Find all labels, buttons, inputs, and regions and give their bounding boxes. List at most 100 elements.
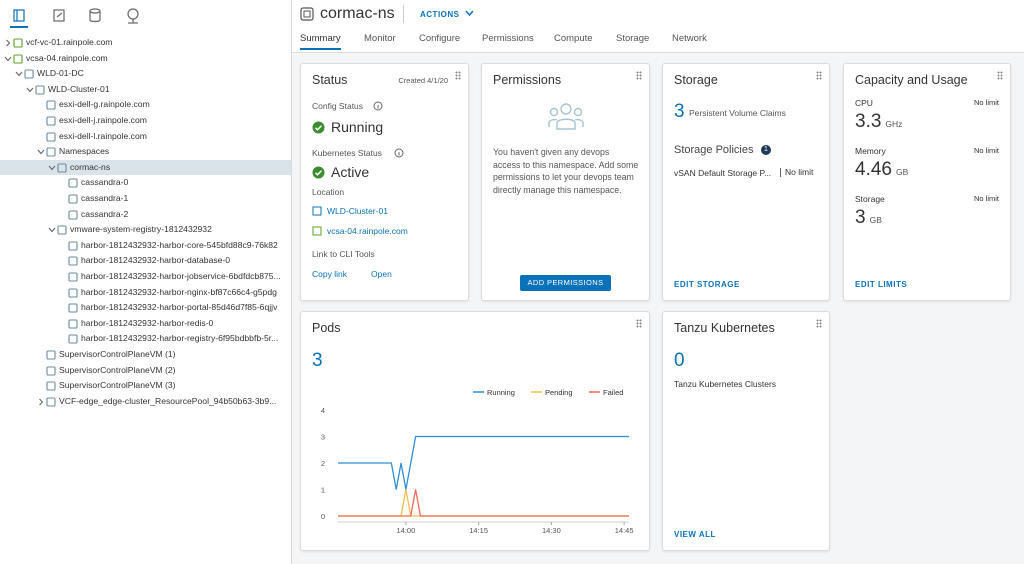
add-permissions-button[interactable]: ADD PERMISSIONS [520,275,611,291]
view-all[interactable]: VIEW ALL [674,530,716,539]
expander[interactable] [48,164,56,172]
tree-row[interactable]: SupervisorControlPlaneVM (1) [0,347,291,363]
tree-label[interactable]: vmware-system-registry-1812432932 [70,224,212,235]
tree-row[interactable]: vcsa-04.rainpole.com [0,51,291,67]
tree-label[interactable]: harbor-1812432932-harbor-database-0 [81,255,231,266]
node-icon [13,54,23,64]
tree-label[interactable]: cormac-ns [70,161,111,172]
expander[interactable] [4,55,12,63]
copy-link[interactable]: Copy link [312,269,347,279]
series-line [338,489,629,517]
drag-handle[interactable] [455,71,461,80]
tree-label[interactable]: harbor-1812432932-harbor-redis-0 [81,317,214,328]
tree-row[interactable]: esxi-dell-l.rainpole.com [0,129,291,145]
tree-label[interactable]: esxi-dell-j.rainpole.com [59,115,147,125]
vms-icon[interactable] [53,9,65,22]
pvc-count[interactable]: 3 [674,101,685,122]
tree-row[interactable]: harbor-1812432932-harbor-redis-0 [0,316,291,332]
tree-row[interactable]: vcf-vc-01.rainpole.com [0,35,291,51]
tree-label[interactable]: harbor-1812432932-harbor-jobservice-6bdf… [81,271,281,281]
expander[interactable] [26,86,34,94]
tree-row[interactable]: harbor-1812432932-harbor-portal-85d46d7f… [0,300,291,316]
open-link[interactable]: Open [371,269,392,279]
tree-label[interactable]: cassandra-1 [81,193,129,203]
tree-label[interactable]: SupervisorControlPlaneVM (2) [59,364,176,375]
tree-label[interactable]: harbor-1812432932-harbor-portal-85d46d7f… [81,302,278,313]
tree-label[interactable]: harbor-1812432932-harbor-core-545bfd88c9… [81,239,278,250]
expander[interactable] [37,148,45,156]
tree-label[interactable]: cassandra-0 [81,177,129,188]
expander[interactable] [37,398,45,406]
location-label: Location [312,187,345,197]
tree-label[interactable]: WLD-01-DC [37,68,84,79]
icon-shape [46,100,56,110]
tree-label[interactable]: esxi-dell-g.rainpole.com [59,99,150,110]
tree-label[interactable]: SupervisorControlPlaneVM (3) [59,380,176,391]
tree-row[interactable]: harbor-1812432932-harbor-jobservice-6bdf… [0,269,291,285]
tab[interactable]: Compute [554,33,593,44]
tree-row[interactable]: cormac-ns [0,159,291,176]
network-icon[interactable] [127,8,139,24]
tree-row[interactable]: SupervisorControlPlaneVM (3) [0,378,291,394]
tree-row[interactable]: harbor-1812432932-harbor-registry-6f95bd… [0,331,291,347]
config-status-label: Config Status [312,101,364,111]
tree-row[interactable]: VCF-edge_edge-cluster_ResourcePool_94b50… [0,394,291,410]
tab[interactable]: Configure [419,33,461,44]
tree-row[interactable]: harbor-1812432932-harbor-database-0 [0,253,291,269]
node-icon [46,100,56,110]
tab[interactable]: Permissions [482,33,534,44]
tree-label[interactable]: vcsa-04.rainpole.com [26,52,108,63]
tree-row[interactable]: WLD-01-DC [0,66,291,82]
actions-label[interactable]: ACTIONS [420,10,460,19]
tree-label[interactable]: SupervisorControlPlaneVM (1) [59,349,176,359]
tree-row[interactable]: cassandra-1 [0,191,291,207]
tree-label[interactable]: vcf-vc-01.rainpole.com [26,37,113,47]
edit-limits[interactable]: EDIT LIMITS [855,280,908,289]
tree-row[interactable]: esxi-dell-j.rainpole.com [0,113,291,129]
expander[interactable] [4,39,12,47]
expander[interactable] [15,70,23,78]
tree-row[interactable]: harbor-1812432932-harbor-core-545bfd88c9… [0,238,291,254]
tree-row[interactable]: Namespaces [0,144,291,160]
tree-row[interactable]: harbor-1812432932-harbor-nginx-bf87c66c4… [0,285,291,301]
tree-label[interactable]: VCF-edge_edge-cluster_ResourcePool_94b50… [59,395,277,406]
tree-label[interactable]: WLD-Cluster-01 [48,83,110,94]
tree-label[interactable]: Namespaces [59,146,110,157]
page-title: cormac-ns [320,5,395,22]
hosts-icon[interactable] [13,9,25,22]
actions-menu[interactable]: ACTIONS [420,10,474,19]
edit-storage[interactable]: EDIT STORAGE [674,280,740,289]
drag-handle[interactable] [636,319,642,328]
tree-row[interactable]: cassandra-2 [0,207,291,223]
expander[interactable] [48,226,56,234]
drag-handle[interactable] [997,71,1003,80]
tree-label[interactable]: harbor-1812432932-harbor-registry-6f95bd… [81,333,279,344]
tree-row[interactable]: esxi-dell-g.rainpole.com [0,97,291,113]
storage-icon[interactable] [89,8,101,23]
info-icon[interactable] [373,101,383,111]
vcenter-link[interactable]: vcsa-04.rainpole.com [327,226,408,236]
tree-label[interactable]: harbor-1812432932-harbor-nginx-bf87c66c4… [81,286,277,297]
node-icon [68,178,78,188]
cli-label: Link to CLI Tools [312,249,375,259]
tree-label[interactable]: esxi-dell-l.rainpole.com [59,130,147,141]
drag-handle[interactable] [636,71,642,80]
tree-row[interactable]: cassandra-0 [0,175,291,191]
x-tick-label: 14:30 [542,526,561,535]
tree-row[interactable]: WLD-Cluster-01 [0,82,291,98]
tab[interactable]: Summary [300,33,341,50]
policy-limit: No limit [780,168,813,177]
tree-label[interactable]: cassandra-2 [81,208,129,219]
tab[interactable]: Network [672,33,707,44]
tree-row[interactable]: vmware-system-registry-1812432932 [0,222,291,238]
drag-handle[interactable] [816,319,822,328]
cluster-link[interactable]: WLD-Cluster-01 [327,206,388,216]
tab[interactable]: Storage [616,33,650,44]
tanzu-count[interactable]: 0 [674,350,685,371]
tree-row[interactable]: SupervisorControlPlaneVM (2) [0,363,291,379]
info-icon[interactable] [394,148,404,158]
drag-handle[interactable] [816,71,822,80]
pods-count: 3 [312,350,323,371]
tab[interactable]: Monitor [364,33,396,44]
icon-shape [46,381,56,391]
